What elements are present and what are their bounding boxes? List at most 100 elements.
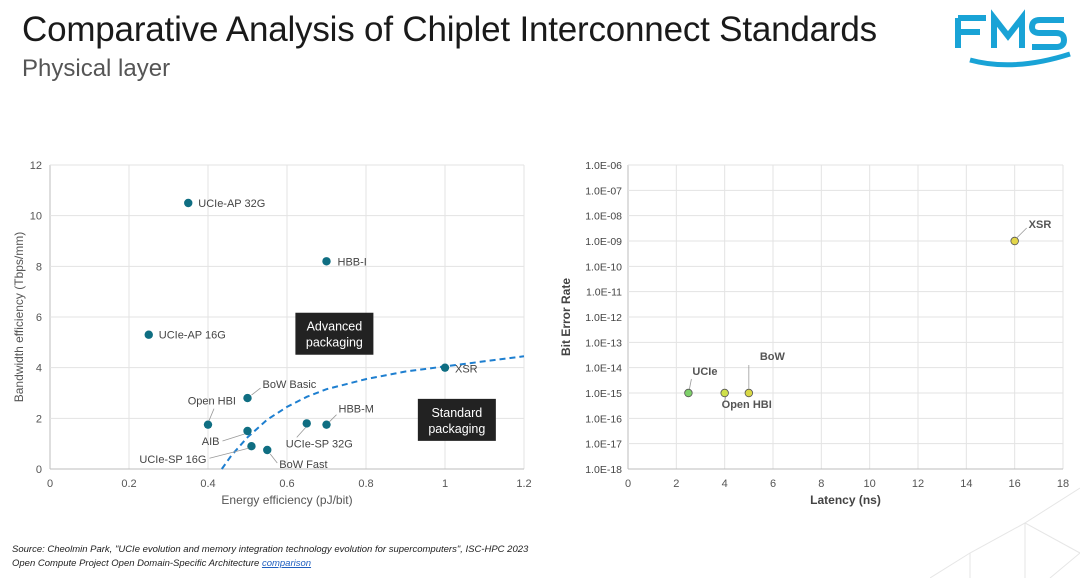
data-marker (322, 420, 331, 429)
data-marker (440, 363, 450, 372)
source-ocp-text: Open Compute Project Open Domain-Specifi… (12, 558, 262, 569)
annotation-box: Standard packaging (417, 398, 496, 441)
y-tick-label: 1.0E-08 (585, 211, 622, 223)
y-tick-label: 1.0E-09 (585, 236, 622, 248)
x-tick-label: 8 (818, 478, 824, 490)
page-subtitle: Physical layer (22, 55, 171, 82)
annotation-box: Advanced packaging (295, 312, 374, 355)
data-label: UCIe (692, 366, 717, 378)
fms-logo (955, 9, 1071, 68)
y-tick-label: 8 (36, 261, 42, 273)
data-label: BoW Basic (263, 379, 317, 391)
data-label: Open HBI (722, 399, 772, 411)
data-point: Open HBI (720, 388, 772, 411)
data-label: AIB (202, 436, 220, 448)
data-label: HBB-M (339, 404, 374, 416)
data-marker (263, 445, 272, 455)
data-marker (684, 388, 693, 398)
y-tick-label: 1.0E-17 (585, 439, 622, 451)
data-point: XSR (440, 363, 478, 376)
x-tick-label: 1 (442, 478, 448, 490)
x-tick-label: 12 (912, 478, 924, 490)
data-marker (203, 420, 213, 429)
data-label: UCIe-SP 16G (139, 454, 206, 466)
y-tick-label: 2 (36, 413, 42, 425)
label-leader-line (724, 396, 727, 402)
annotation-text: Advanced (307, 320, 363, 334)
data-marker (302, 419, 311, 428)
y-tick-label: 10 (30, 211, 42, 223)
label-leader-line (269, 453, 278, 464)
x-tick-label: 0.8 (358, 478, 373, 490)
data-marker (322, 257, 331, 266)
y-tick-label: 1.0E-13 (585, 337, 622, 349)
annotation-text: packaging (428, 422, 485, 436)
x-tick-label: 0 (625, 478, 631, 490)
data-marker (744, 388, 754, 398)
data-point: BoW Fast (263, 445, 328, 471)
x-tick-label: 2 (673, 478, 679, 490)
y-tick-label: 12 (30, 160, 42, 172)
source-footer: Source: Cheolmin Park, "UCIe evolution a… (12, 543, 528, 571)
x-tick-label: 0.2 (121, 478, 136, 490)
data-marker (184, 198, 193, 208)
x-tick-label: 1.2 (516, 478, 531, 490)
y-tick-label: 0 (36, 464, 42, 476)
data-label: XSR (455, 364, 478, 376)
data-label: UCIe-AP 16G (159, 330, 226, 342)
y-tick-label: 1.0E-18 (585, 464, 622, 476)
label-leader-line (251, 387, 261, 396)
x-tick-label: 0.6 (279, 478, 294, 490)
y-tick-label: 1.0E-07 (585, 185, 622, 197)
y-tick-label: 1.0E-06 (585, 160, 622, 172)
data-point: BoW (744, 351, 785, 398)
y-tick-label: 1.0E-14 (585, 363, 622, 375)
y-tick-label: 6 (36, 312, 42, 324)
y-tick-label: 4 (36, 363, 42, 375)
trendline (220, 355, 525, 470)
x-tick-label: 6 (770, 478, 776, 490)
comparison-link[interactable]: comparison (261, 558, 312, 569)
annotation-background (295, 312, 374, 355)
label-leader-line (222, 433, 245, 442)
source-citation: Source: Cheolmin Park, "UCIe evolution a… (12, 544, 529, 555)
label-leader-line (209, 447, 249, 459)
data-point: HBB-I (322, 256, 367, 268)
y-axis-label: Bandwidth efficiency (Tbps/mm) (12, 232, 26, 403)
data-point: AIB (202, 426, 252, 448)
data-point: Open HBI (188, 396, 236, 429)
data-label: UCIe-AP 32G (198, 198, 265, 210)
y-tick-label: 1.0E-12 (585, 312, 622, 324)
source-second-line: Open Compute Project Open Domain-Specifi… (12, 557, 528, 571)
y-tick-label: 1.0E-10 (585, 261, 622, 273)
data-marker (247, 442, 256, 451)
label-leader-line (1016, 227, 1027, 239)
x-tick-label: 14 (960, 478, 972, 490)
latency-ber-scatter-chart: 0 2 4 6 8 10 12 14 16 18 1.0E-06 1.0E-07 1.0E-08 1.0E… (559, 160, 1069, 507)
data-point: UCIe-SP 32G (286, 419, 353, 450)
data-marker (1010, 236, 1019, 246)
data-label: UCIe-SP 32G (286, 438, 353, 450)
y-axis-label: Bit Error Rate (559, 278, 573, 356)
data-label: XSR (1029, 219, 1052, 231)
data-point: UCIe-AP 16G (144, 330, 226, 342)
x-tick-label: 16 (1009, 478, 1021, 490)
data-point: UCIe-SP 16G (139, 442, 256, 466)
x-tick-label: 4 (722, 478, 728, 490)
data-point: HBB-M (322, 404, 374, 429)
annotation-background (417, 398, 496, 441)
label-leader-line (329, 414, 337, 422)
label-leader-line (208, 408, 215, 421)
page-title: Comparative Analysis of Chiplet Intercon… (22, 10, 877, 49)
annotation-text: packaging (306, 336, 363, 350)
energy-bandwidth-scatter-chart: 0 0.2 0.4 0.6 0.8 1 1.2 0 2 4 6 8 10 12 Energy efficie… (12, 160, 532, 507)
data-point: BoW Basic (243, 379, 317, 403)
y-tick-label: 1.0E-11 (586, 287, 622, 299)
data-point: XSR (1010, 219, 1052, 246)
x-axis-label: Energy efficiency (pJ/bit) (221, 493, 352, 507)
annotation-text: Standard (431, 406, 482, 420)
x-axis-label: Latency (ns) (810, 493, 881, 507)
data-marker (720, 388, 729, 398)
data-marker (243, 426, 252, 436)
data-point: UCIe-AP 32G (184, 198, 265, 210)
